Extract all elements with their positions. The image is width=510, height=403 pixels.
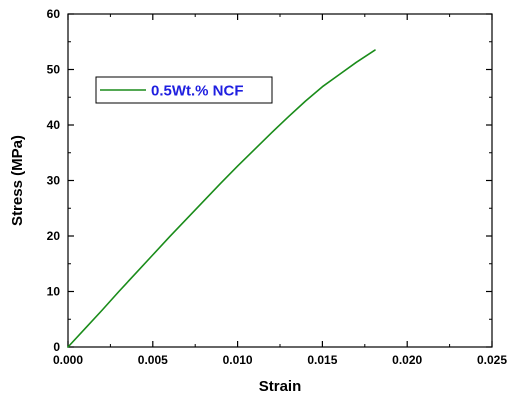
axis-ticks — [67, 13, 493, 348]
y-tick-label: 40 — [47, 118, 61, 132]
legend-label: 0.5Wt.% NCF — [151, 83, 244, 100]
x-tick-label: 0.005 — [138, 353, 168, 367]
series-line — [67, 49, 376, 348]
y-tick-label: 30 — [47, 174, 61, 188]
x-tick-label: 0.010 — [223, 353, 253, 367]
plot-frame — [67, 13, 493, 348]
x-tick-label: 0.020 — [392, 353, 422, 367]
y-tick-label: 0 — [53, 340, 60, 354]
y-tick-label: 20 — [47, 229, 61, 243]
y-tick-label: 60 — [47, 7, 61, 21]
y-axis-title: Stress (MPa) — [9, 135, 26, 226]
legend: 0.5Wt.% NCF — [95, 76, 273, 104]
y-tick-label: 10 — [47, 285, 61, 299]
x-axis-title: Strain — [259, 378, 302, 395]
series-layer — [67, 49, 376, 348]
y-tick-label: 50 — [47, 63, 61, 77]
x-tick-label: 0.000 — [53, 353, 83, 367]
x-tick-label: 0.015 — [307, 353, 337, 367]
x-tick-label: 0.025 — [477, 353, 507, 367]
axis-tick-labels: 0.000 0.005 0.010 0.015 0.020 0.025 0 10 20 30 40 5… — [47, 7, 508, 367]
